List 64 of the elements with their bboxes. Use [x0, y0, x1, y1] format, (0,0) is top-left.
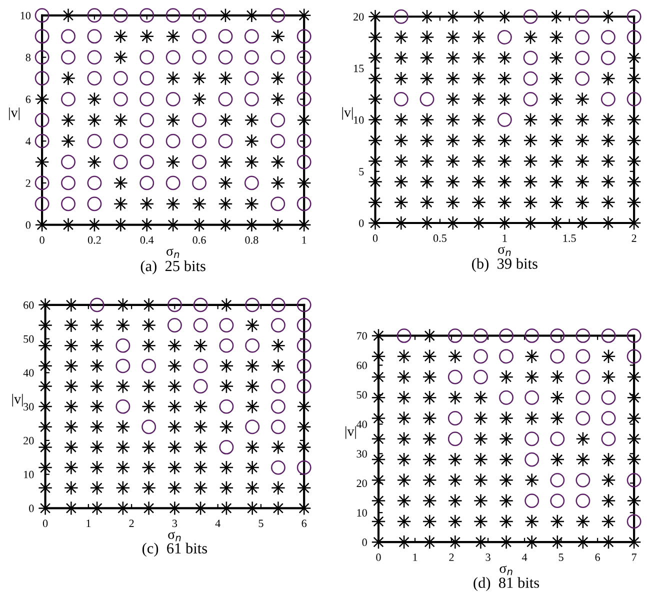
x-tick-label: 2 — [129, 520, 134, 528]
x-axis-title: σ$_{n}$ — [498, 246, 511, 256]
x-axis-title: σ$_{n}$ — [500, 566, 512, 576]
y-axis-title: |v| — [346, 426, 356, 439]
y-tick-label: 30 — [24, 403, 34, 411]
text: (a) 25 bits — [140, 260, 206, 274]
x-tick-label: 5 — [558, 554, 564, 562]
x-tick-label: 0.4 — [140, 236, 154, 244]
y-tick-label: 20 — [24, 436, 34, 444]
y-tick-label: 8 — [26, 54, 31, 62]
y-tick-label: 20 — [354, 13, 364, 21]
x-tick-label: 2 — [632, 234, 636, 242]
x-tick-label: 1 — [86, 520, 91, 528]
x-tick-label: 0 — [376, 554, 381, 562]
y-tick-label: 70 — [357, 332, 367, 340]
x-tick-label: 0.6 — [192, 236, 206, 244]
x-tick-label: 0 — [42, 520, 48, 528]
x-tick-label: 1 — [502, 234, 507, 242]
y-tick-label: 60 — [356, 362, 367, 370]
y-tick-label: 15 — [354, 64, 364, 72]
x-tick-label: 1.5 — [563, 234, 576, 242]
y-tick-label: 0 — [362, 538, 367, 546]
y-axis-title: |v| — [9, 107, 20, 120]
y-tick-label: 40 — [23, 369, 34, 377]
y-tick-label: 4 — [26, 138, 31, 145]
x-tick-label: 0.2 — [88, 236, 101, 244]
x-tick-label: 1 — [413, 554, 418, 561]
x-tick-label: 4 — [522, 554, 528, 561]
y-tick-label: 0 — [26, 221, 31, 229]
x-axis-title: σ$_{n}$ — [166, 248, 180, 258]
y-tick-label: 50 — [24, 335, 34, 343]
text: (c) 61 bits — [142, 542, 208, 557]
x-tick-label: 0 — [372, 234, 378, 242]
x-tick-label: 4 — [215, 520, 220, 528]
y-tick-label: 2 — [26, 179, 30, 187]
y-tick-label: 10 — [24, 470, 34, 478]
x-tick-label: 0.5 — [433, 234, 446, 242]
x-tick-label: 3 — [172, 520, 178, 528]
y-tick-label: 0 — [29, 504, 34, 512]
text: (b) 39 bits — [472, 258, 538, 272]
x-tick-label: 1 — [302, 236, 306, 244]
y-tick-label: 50 — [356, 391, 367, 399]
x-tick-label: 6 — [302, 520, 307, 528]
y-tick-label: 10 — [354, 116, 364, 124]
y-tick-label: 10 — [20, 12, 31, 20]
y-tick-label: 40 — [356, 420, 367, 428]
x-tick-label: 6 — [595, 554, 600, 562]
y-tick-label: 30 — [356, 450, 367, 458]
x-tick-label: 3 — [486, 554, 490, 562]
y-axis-title: |v| — [12, 394, 23, 407]
y-tick-label: 0 — [359, 219, 364, 227]
y-tick-label: 10 — [357, 509, 367, 517]
y-axis-title: |v| — [342, 107, 353, 120]
x-axis-title: σ$_{n}$ — [168, 532, 181, 542]
x-tick-label: 0 — [40, 236, 44, 244]
y-tick-label: 5 — [359, 168, 364, 176]
y-tick-label: 6 — [26, 96, 31, 104]
x-tick-label: 7 — [632, 554, 637, 561]
x-tick-label: 5 — [258, 520, 264, 528]
text: (d) 81 bits — [474, 577, 540, 592]
y-tick-label: 60 — [24, 301, 34, 309]
y-tick-label: 20 — [356, 480, 367, 488]
x-tick-label: 2 — [449, 554, 454, 561]
x-tick-label: 0.8 — [245, 236, 258, 244]
